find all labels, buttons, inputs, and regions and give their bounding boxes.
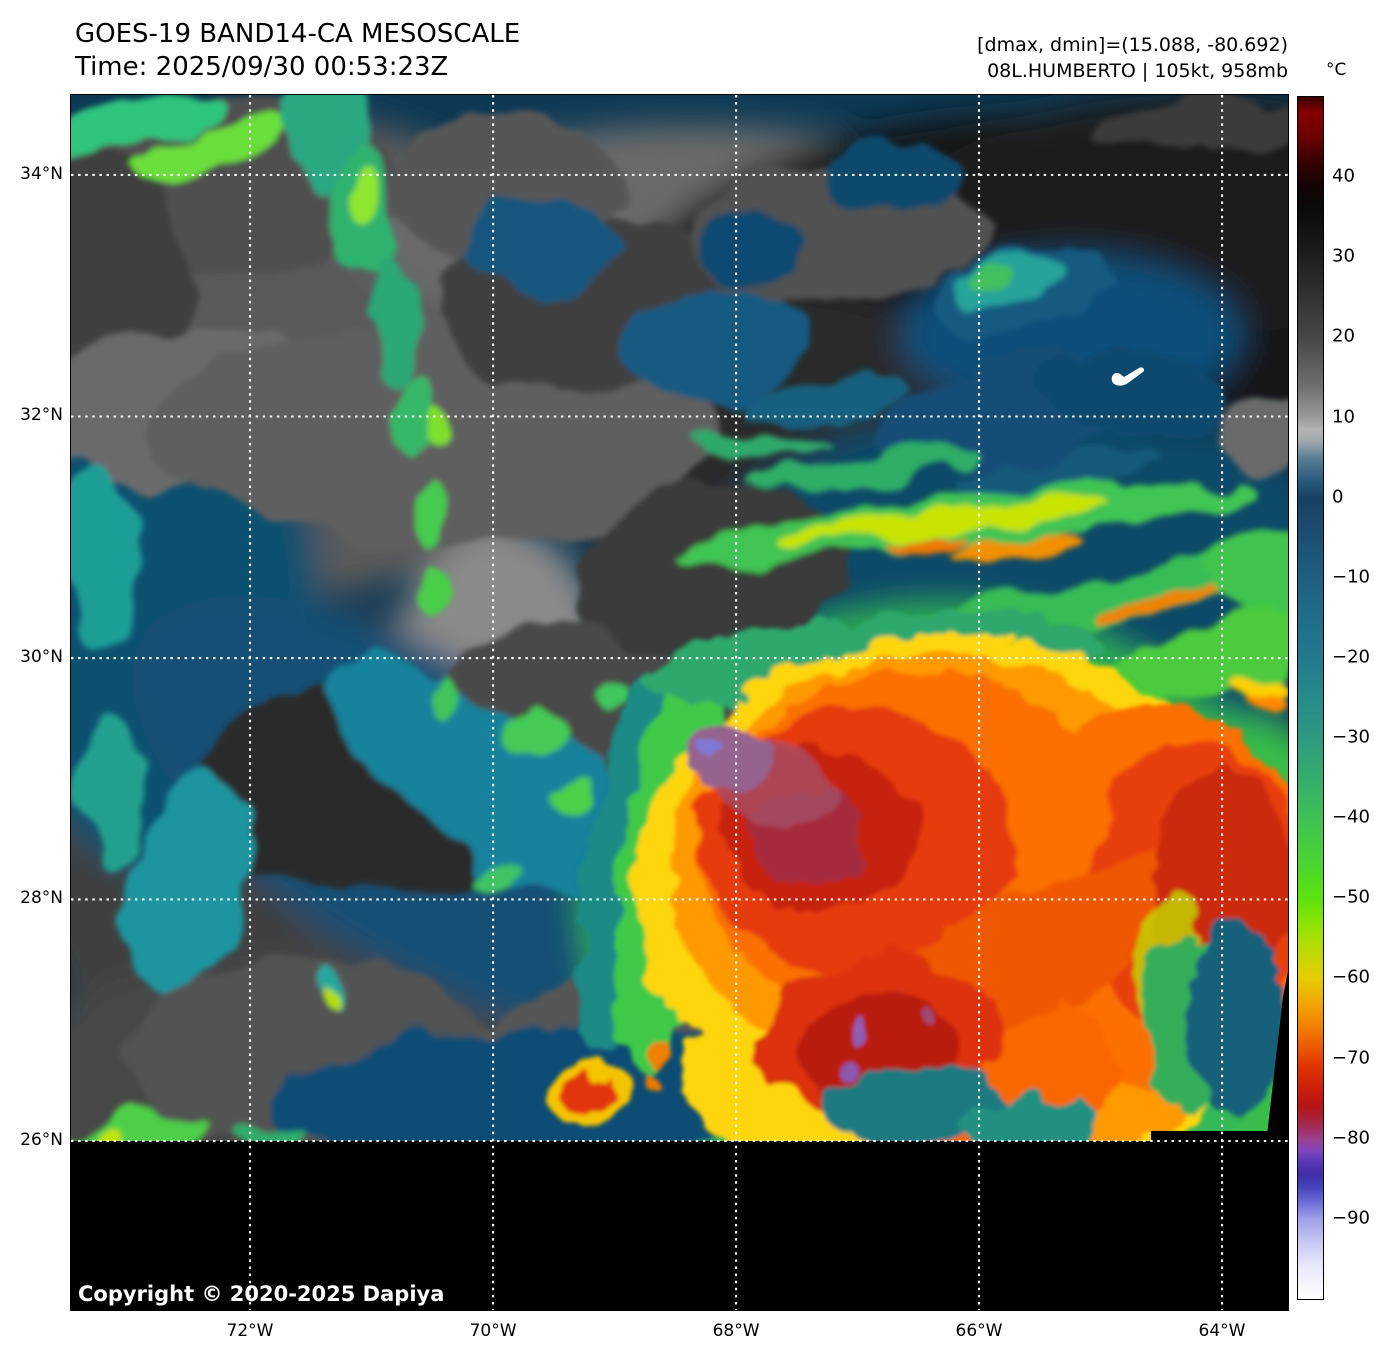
annotation-block: [dmax, dmin]=(15.088, -80.692) 08L.HUMBE… (977, 32, 1288, 84)
lon-tick-label: 66°W (955, 1321, 1003, 1341)
bermuda-coastline (1111, 367, 1145, 386)
colorbar-tick-label: 0 (1332, 486, 1344, 508)
figure-title: GOES-19 BAND14-CA MESOSCALE (75, 19, 521, 49)
storm-annotation: 08L.HUMBERTO | 105kt, 958mb (987, 60, 1288, 82)
colorbar-tick-label: 20 (1332, 325, 1355, 347)
lat-tick-label: 34°N (20, 164, 63, 185)
colorbar-tick-label: −60 (1332, 966, 1370, 988)
colorbar-tick-label: −70 (1332, 1047, 1370, 1069)
colorbar-tick-label: −40 (1332, 806, 1370, 828)
lat-tick-label: 26°N (20, 1130, 63, 1151)
title-block: GOES-19 BAND14-CA MESOSCALE Time: 2025/0… (75, 18, 520, 84)
lat-tick-label: 28°N (20, 888, 63, 909)
colorbar-tick-label: 10 (1332, 406, 1355, 428)
temperature-colorbar (1297, 96, 1324, 1300)
colorbar-tick-label: −10 (1332, 566, 1370, 588)
lon-tick-label: 70°W (469, 1321, 517, 1341)
colorbar-tick-label: −80 (1332, 1127, 1370, 1149)
colorbar-tick-label: −50 (1332, 886, 1370, 908)
figure-time: Time: 2025/09/30 00:53:23Z (75, 52, 449, 82)
colorbar-tick-label: 40 (1332, 165, 1355, 187)
colorbar-tick-label: −20 (1332, 646, 1370, 668)
colorbar-tick-label: −90 (1332, 1207, 1370, 1229)
map-plot-area: Copyright © 2020-2025 Dapiya (70, 94, 1289, 1311)
hurricane-core-blobs (551, 612, 1288, 1195)
lon-tick-label: 68°W (712, 1321, 760, 1341)
lat-tick-label: 30°N (20, 647, 63, 668)
copyright-label: Copyright © 2020-2025 Dapiya (78, 1282, 445, 1306)
dmax-dmin-annotation: [dmax, dmin]=(15.088, -80.692) (977, 34, 1288, 56)
lon-tick-label: 72°W (226, 1321, 274, 1341)
colorbar-tick-label: −30 (1332, 726, 1370, 748)
lon-tick-label: 64°W (1198, 1321, 1246, 1341)
colorbar-unit-label: °C (1326, 60, 1347, 80)
no-data-regions (71, 971, 1288, 1310)
colorbar-tick-label: 30 (1332, 245, 1355, 267)
lat-tick-label: 32°N (20, 405, 63, 426)
satellite-scene (71, 95, 1288, 1310)
